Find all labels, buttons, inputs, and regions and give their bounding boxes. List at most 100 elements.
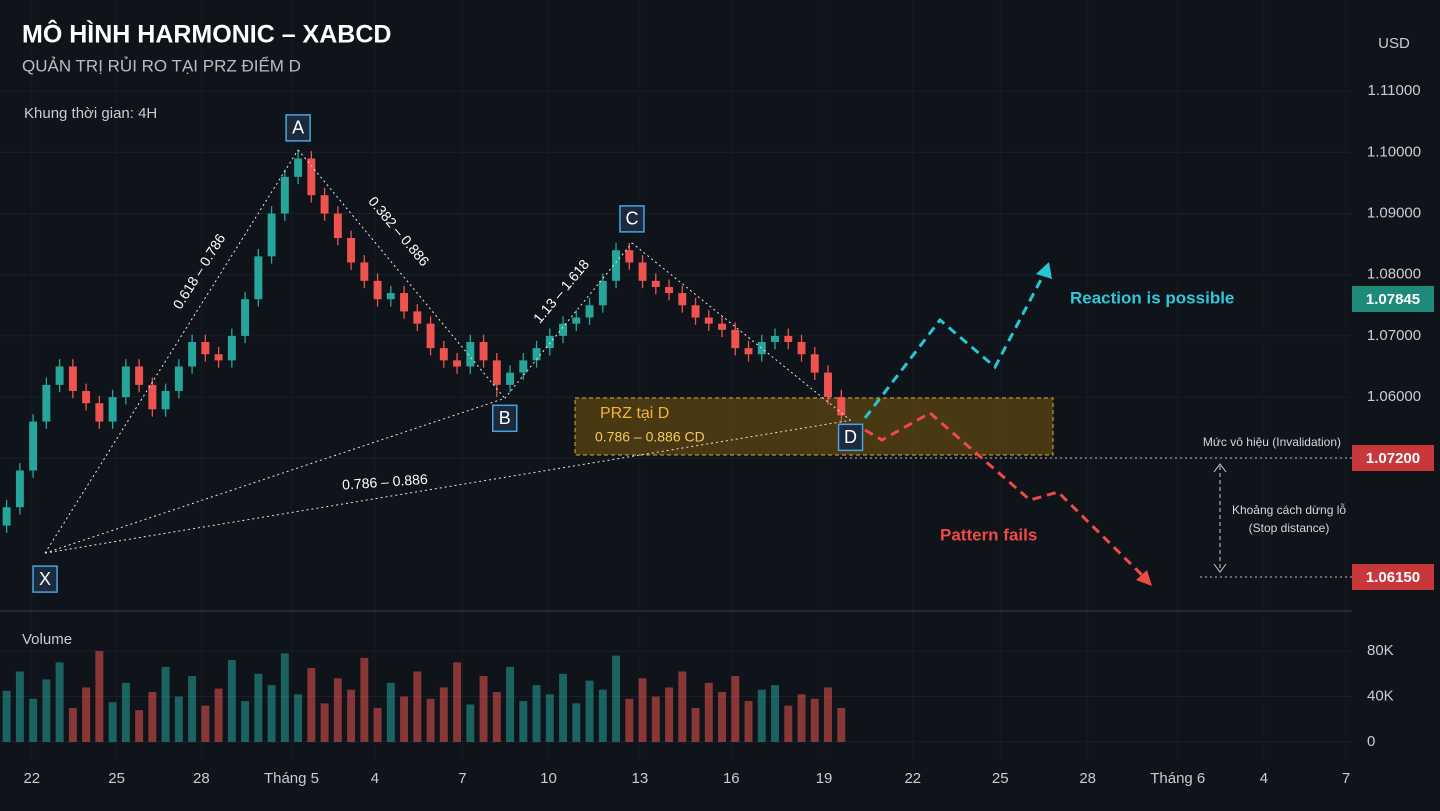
candle-body <box>254 256 263 300</box>
candle-body <box>360 262 369 281</box>
volume-bar <box>320 703 329 742</box>
pattern-leg <box>44 149 299 554</box>
volume-bar <box>718 691 727 742</box>
candle-body <box>638 262 647 281</box>
price-tag-label: 1.07845 <box>1366 291 1420 308</box>
candle-body <box>810 354 819 373</box>
candle-body <box>598 280 607 306</box>
volume-bar <box>691 707 700 742</box>
y-tick-label: 1.08000 <box>1367 266 1421 283</box>
volume-bar <box>386 682 395 742</box>
candle-body <box>148 384 157 410</box>
candle-body <box>241 299 250 336</box>
x-tick-label: 22 <box>23 770 40 787</box>
volume-bar <box>201 705 210 742</box>
candle-body <box>267 213 276 257</box>
volume-bar <box>837 707 846 742</box>
volume-bar <box>824 687 832 742</box>
axis-unit: USD <box>1378 35 1410 52</box>
point-box <box>285 114 311 142</box>
marks-layer <box>2 149 851 742</box>
candle-body <box>161 390 170 410</box>
arrow-head <box>1136 570 1152 586</box>
candle-body <box>744 348 753 355</box>
scenario-up-label: Reaction is possible <box>1070 288 1234 307</box>
volume-bar <box>651 696 660 742</box>
volume-bar <box>625 698 634 742</box>
candle-body <box>837 397 846 416</box>
volume-bar <box>373 707 382 742</box>
x-tick-label: 22 <box>904 770 921 787</box>
candle-body <box>280 176 289 214</box>
volume-bar <box>665 687 674 742</box>
volume-bar <box>188 676 197 742</box>
scenario-up-path <box>863 269 1048 419</box>
x-tick-label: 13 <box>632 770 649 787</box>
volume-bar <box>55 662 64 742</box>
candle-body <box>294 158 303 177</box>
volume-bar <box>241 701 250 742</box>
y-tick-label: 1.10000 <box>1367 143 1421 160</box>
candle-body <box>506 372 515 385</box>
volume-bar <box>214 688 223 742</box>
price-tag <box>1352 445 1434 471</box>
volume-bar <box>466 704 475 742</box>
volume-label: Volume <box>22 631 72 648</box>
candle-body <box>718 323 727 330</box>
price-tag <box>1352 286 1434 312</box>
scenario-down-label: Pattern fails <box>940 525 1037 544</box>
candle-body <box>824 372 832 398</box>
candle-body <box>426 323 435 349</box>
volume-bar <box>532 685 541 742</box>
price-tag <box>1352 564 1434 590</box>
volume-bar <box>42 679 51 742</box>
ratio-label: 0.786 – 0.886 <box>342 471 429 493</box>
invalidation-label: Mức vô hiệu (Invalidation) <box>1203 435 1341 449</box>
price-tag-label: 1.06150 <box>1366 569 1420 586</box>
y-tick-label: 1.09000 <box>1367 204 1421 221</box>
stop-label: (Stop distance) <box>1249 521 1330 535</box>
point-label: B <box>499 408 511 428</box>
candle-body <box>307 158 316 196</box>
candle-body <box>757 342 766 355</box>
candle-body <box>227 335 236 361</box>
prz-box <box>574 397 1054 456</box>
volume-bar <box>280 653 289 742</box>
title: MÔ HÌNH HARMONIC – XABCD <box>22 19 391 49</box>
point-box <box>492 404 518 433</box>
point-label: A <box>292 118 304 138</box>
candle-body <box>333 213 342 239</box>
volume-bar <box>294 694 303 742</box>
candle-body <box>413 311 422 324</box>
candle-body <box>439 348 448 361</box>
candle-body <box>651 280 660 287</box>
bracket-arrows <box>1213 463 1227 573</box>
candle-body <box>519 360 528 373</box>
candle-body <box>771 335 779 343</box>
volume-bar <box>400 696 409 742</box>
volume-bar <box>585 680 594 742</box>
volume-bar <box>121 682 130 742</box>
prz-range: 0.786 – 0.886 CD <box>595 429 705 445</box>
x-tick-label: 16 <box>723 770 740 787</box>
volume-tick-label: 80K <box>1367 642 1394 659</box>
volume-bar <box>598 689 607 742</box>
x-tick-label: 7 <box>1342 770 1350 787</box>
candle-body <box>55 366 64 385</box>
volume-bar <box>492 691 501 742</box>
y-tick-label: 1.11000 <box>1367 82 1420 99</box>
pattern-leg <box>631 242 851 421</box>
candle-body <box>784 335 793 343</box>
volume-bar <box>307 668 316 742</box>
candle-body <box>625 250 634 263</box>
candle-body <box>201 342 210 355</box>
x-tick-label: 28 <box>193 770 210 787</box>
x-tick-label: Tháng 5 <box>264 770 319 787</box>
timeframe: Khung thời gian: 4H <box>24 105 157 122</box>
candle-body <box>347 238 356 263</box>
prz-title: PRZ tại D <box>600 405 669 422</box>
x-tick-label: 28 <box>1079 770 1096 787</box>
candle-body <box>585 305 594 318</box>
arrow-head <box>1036 262 1052 279</box>
